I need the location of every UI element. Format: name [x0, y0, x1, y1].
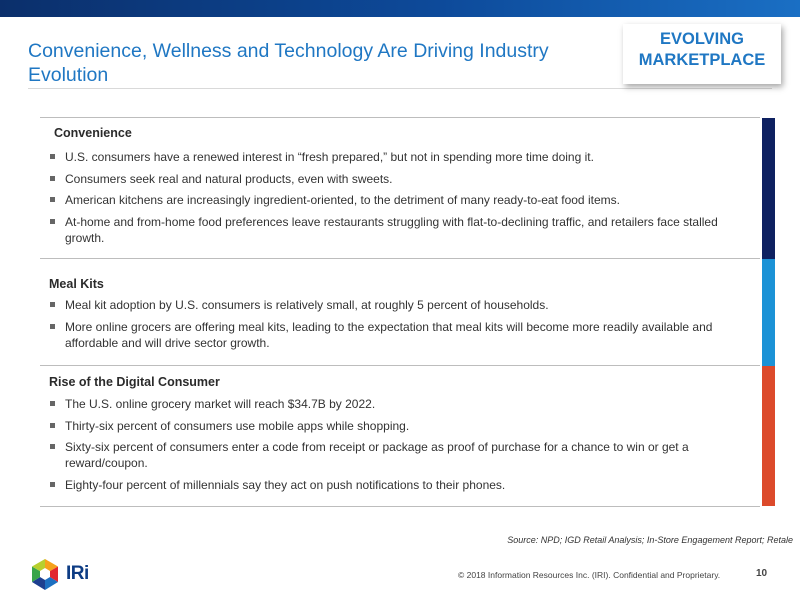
list-item: Consumers seek real and natural products…	[50, 171, 755, 187]
bullet-text: Meal kit adoption by U.S. consumers is r…	[65, 298, 549, 312]
list-item: American kitchens are increasingly ingre…	[50, 192, 755, 208]
bullet-text: American kitchens are increasingly ingre…	[65, 193, 620, 207]
section-convenience: Convenience U.S. consumers have a renewe…	[40, 117, 775, 259]
list-item: Thirty-six percent of consumers use mobi…	[50, 418, 755, 434]
source-note: Source: NPD; IGD Retail Analysis; In-Sto…	[507, 535, 793, 545]
bullet-icon	[50, 175, 55, 181]
title-divider	[28, 88, 772, 89]
section-title: Rise of the Digital Consumer	[49, 375, 220, 389]
badge-line-2: MARKETPLACE	[638, 51, 766, 69]
iri-logo-icon	[32, 559, 58, 590]
list-item: Meal kit adoption by U.S. consumers is r…	[50, 297, 755, 313]
list-item: U.S. consumers have a renewed interest i…	[50, 149, 755, 165]
section-accent-bar	[762, 118, 775, 259]
evolving-marketplace-badge: EVOLVING MARKETPLACE	[623, 24, 781, 84]
bullet-text: Eighty-four percent of millennials say t…	[65, 477, 506, 492]
section-title: Meal Kits	[49, 277, 104, 291]
bullet-icon	[50, 154, 55, 159]
bullet-icon	[50, 444, 55, 449]
page-number: 10	[756, 568, 768, 579]
section-meal-kits: Meal Kits Meal kit adoption by U.S. cons…	[40, 258, 775, 366]
bullet-text: More online grocers are offering meal ki…	[65, 319, 713, 350]
bullet-icon	[50, 197, 55, 202]
bullet-text: Thirty-six percent of consumers use mobi…	[65, 418, 410, 433]
bullet-text: Sixty-six percent of consumers enter a c…	[65, 440, 689, 470]
bullet-icon	[50, 218, 55, 224]
copyright-text: © 2018 Information Resources Inc. (IRI).…	[458, 570, 721, 580]
top-banner	[0, 0, 800, 17]
bullet-text: The U.S. online grocery market will reac…	[65, 397, 376, 411]
page-title: Convenience, Wellness and Technology Are…	[28, 40, 549, 86]
bullet-text: At-home and from-home food preferences l…	[65, 214, 718, 245]
list-item: Eighty-four percent of millennials say t…	[50, 477, 755, 493]
bullet-icon	[50, 401, 55, 406]
iri-logo-text: IRi	[66, 563, 89, 584]
bullet-list: The U.S. online grocery market will reac…	[50, 396, 755, 498]
list-item: The U.S. online grocery market will reac…	[50, 396, 755, 412]
section-digital-consumer: Rise of the Digital Consumer The U.S. on…	[40, 365, 775, 507]
bullet-icon	[50, 323, 55, 329]
bullet-text: U.S. consumers have a renewed interest i…	[65, 150, 594, 164]
bullet-list: U.S. consumers have a renewed interest i…	[50, 149, 755, 251]
list-item: At-home and from-home food preferences l…	[50, 214, 755, 246]
bullet-icon	[50, 422, 55, 428]
section-accent-bar	[762, 366, 775, 506]
section-accent-bar	[762, 259, 775, 366]
badge-line-1: EVOLVING	[659, 30, 745, 48]
bullet-text: Consumers seek real and natural products…	[65, 171, 393, 186]
list-item: More online grocers are offering meal ki…	[50, 319, 755, 351]
bullet-list: Meal kit adoption by U.S. consumers is r…	[50, 297, 755, 356]
list-item: Sixty-six percent of consumers enter a c…	[50, 439, 755, 471]
section-title: Convenience	[54, 126, 132, 140]
bullet-icon	[50, 481, 55, 487]
bullet-icon	[50, 302, 55, 307]
